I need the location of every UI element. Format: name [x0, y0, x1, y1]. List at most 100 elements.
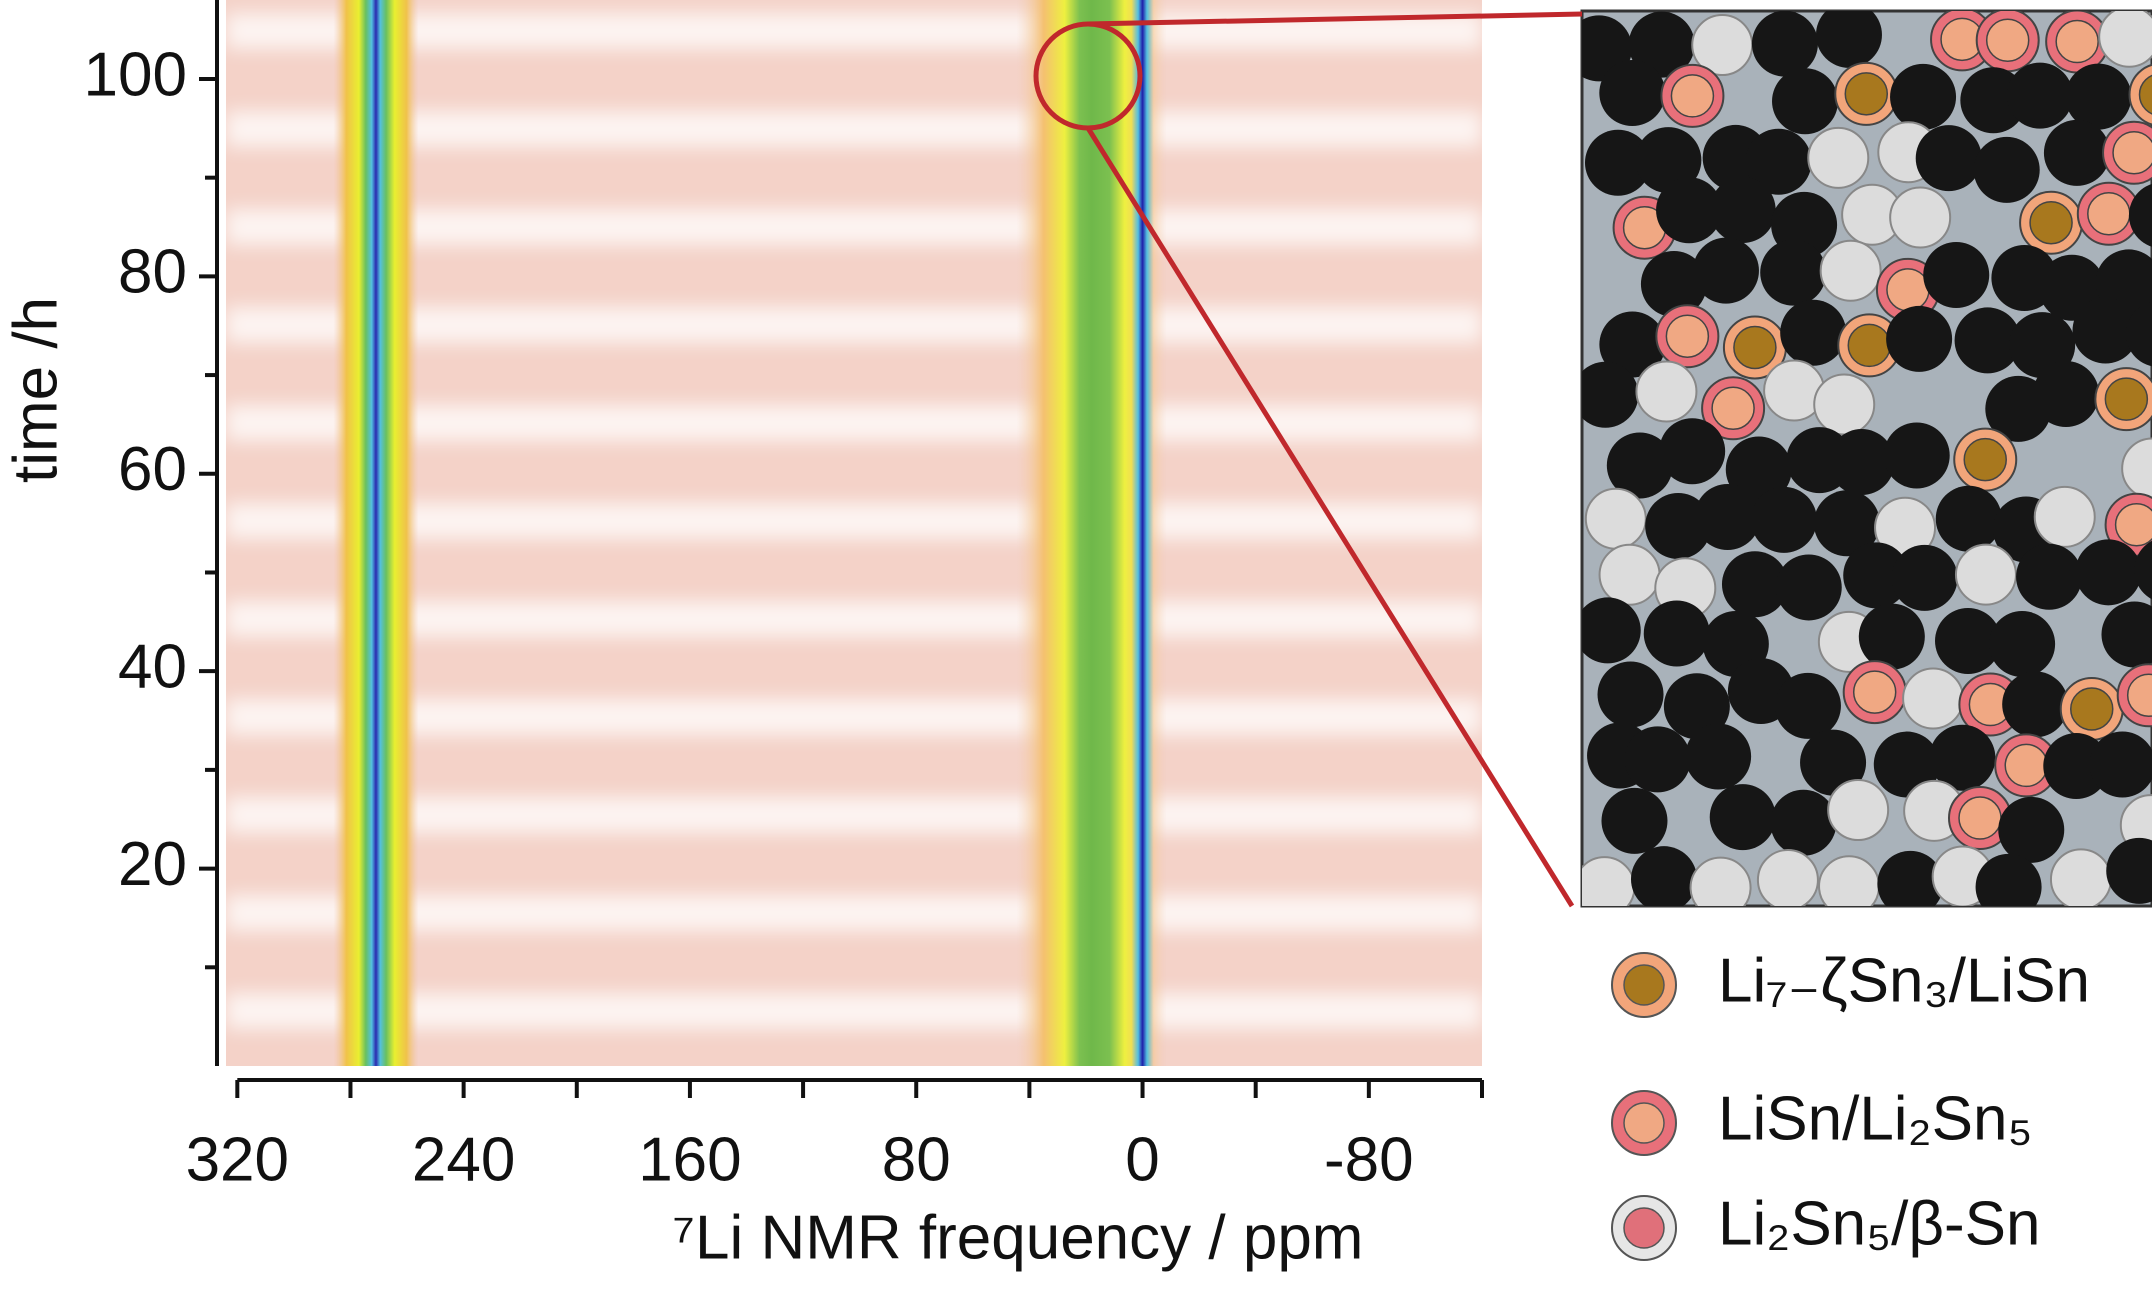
particle	[1819, 239, 1882, 302]
zoom-line	[1087, 11, 1583, 27]
particle	[1890, 63, 1957, 130]
particle	[1709, 784, 1776, 851]
particle-core	[1963, 437, 2007, 482]
particle	[1606, 432, 1673, 499]
particle	[1973, 136, 2040, 203]
x-tick-label: 80	[882, 1125, 951, 1194]
particle-core	[2112, 131, 2152, 175]
particle-core	[2004, 743, 2048, 788]
particle	[1877, 850, 1944, 906]
particle	[1954, 307, 2021, 374]
particle	[1643, 600, 1710, 667]
particle-core	[1985, 18, 2030, 63]
heatmap	[226, 0, 1482, 1066]
particle	[2016, 543, 2083, 610]
particle	[1807, 126, 1870, 189]
particle	[2128, 183, 2152, 247]
particle	[1645, 493, 1712, 560]
particle-core	[2055, 19, 2099, 64]
x-tick-label: -80	[1324, 1125, 1414, 1194]
particle	[1775, 554, 1842, 621]
particle	[1975, 853, 2042, 906]
particle	[1685, 723, 1752, 790]
particle-core	[2029, 200, 2073, 245]
streak	[226, 993, 1482, 1029]
particle	[1756, 848, 1819, 906]
particle-core	[1958, 796, 2002, 840]
particle	[2065, 63, 2132, 130]
particle	[1584, 487, 1647, 550]
streak	[226, 895, 1482, 931]
particle	[2033, 485, 2096, 548]
particle	[2101, 601, 2152, 668]
particle	[1891, 544, 1958, 611]
particle	[2002, 671, 2069, 738]
legend: Li₇₋ζSn₃/LiSn LiSn/Li₂Sn₅ Li₂Sn₅/β-Sn	[1611, 946, 2090, 1261]
particle-core	[2126, 673, 2152, 717]
ridge	[1131, 0, 1154, 1066]
particle-core	[1670, 74, 1715, 118]
particle	[2006, 62, 2073, 129]
particle	[1915, 125, 1982, 192]
particle	[1902, 667, 1965, 730]
particle	[1815, 11, 1882, 68]
y-tick-label: 100	[84, 40, 187, 109]
y-axis-label: time /h	[1, 297, 70, 483]
particle	[1843, 542, 1910, 609]
streak	[226, 209, 1482, 245]
particle-core	[1665, 314, 1710, 358]
x-tick-label: 320	[186, 1125, 289, 1194]
particle	[1599, 60, 1666, 127]
particle-core	[1711, 386, 1755, 431]
zoom-line	[1085, 126, 1575, 908]
particle	[2125, 301, 2152, 367]
particle	[1813, 490, 1880, 557]
particle	[1582, 597, 1641, 664]
particle	[1582, 856, 1636, 906]
particle	[1751, 11, 1818, 77]
particle	[2032, 361, 2099, 428]
particle	[1624, 726, 1691, 793]
particle	[1599, 311, 1666, 378]
particle	[1597, 661, 1664, 728]
particle	[1760, 239, 1827, 306]
streak	[226, 699, 1482, 735]
particle	[1656, 177, 1723, 244]
particle-core	[1733, 325, 1777, 370]
particle	[2043, 733, 2110, 800]
particle	[1709, 177, 1776, 244]
streak	[226, 307, 1482, 343]
particle	[1889, 186, 1952, 249]
streak	[226, 503, 1482, 539]
particle	[1598, 543, 1661, 606]
streak	[226, 797, 1482, 833]
particle	[1923, 241, 1990, 308]
legend-swatch-core	[1623, 1207, 1665, 1249]
particle	[1635, 127, 1702, 194]
particle	[1858, 603, 1925, 670]
ridge	[333, 0, 419, 1066]
particle	[2098, 11, 2152, 68]
particle	[1828, 429, 1895, 496]
streak	[226, 111, 1482, 147]
particle	[1635, 360, 1698, 423]
particle	[2089, 731, 2152, 798]
particle	[1770, 789, 1837, 856]
legend-label: Li₇₋ζSn₃/LiSn	[1718, 946, 2090, 1015]
inset	[1033, 9, 2152, 908]
particle	[1800, 729, 1867, 796]
particle	[1772, 68, 1839, 135]
x-tick-label: 160	[638, 1125, 741, 1194]
particle	[2121, 437, 2152, 500]
x-axis-label: ⁷Li NMR frequency / ppm	[673, 1203, 1364, 1272]
particle	[1689, 856, 1752, 906]
particle	[1780, 299, 1847, 366]
particle	[1989, 611, 2056, 678]
particle	[1631, 846, 1697, 906]
particle	[1584, 129, 1651, 196]
x-tick-label: 0	[1125, 1125, 1159, 1194]
particle	[2134, 540, 2152, 600]
particle	[2075, 539, 2142, 606]
particle	[1873, 731, 1940, 798]
